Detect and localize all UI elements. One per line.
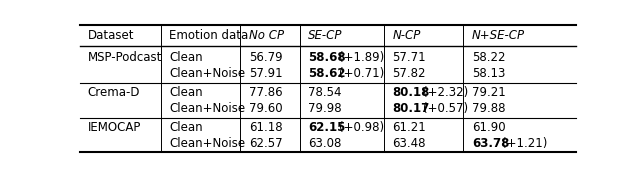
Text: 56.79: 56.79	[249, 51, 282, 64]
Text: 78.54: 78.54	[308, 86, 342, 99]
Text: Clean+Noise: Clean+Noise	[169, 137, 245, 150]
Text: 58.68: 58.68	[308, 51, 346, 64]
Text: (+1.21): (+1.21)	[502, 137, 548, 150]
Text: MSP-Podcast: MSP-Podcast	[88, 51, 162, 64]
Text: 80.17: 80.17	[392, 102, 429, 115]
Text: Emotion data: Emotion data	[169, 29, 248, 42]
Text: 80.18: 80.18	[392, 86, 430, 99]
Text: (+0.57): (+0.57)	[423, 102, 468, 115]
Text: Clean+Noise: Clean+Noise	[169, 67, 245, 80]
Text: N+SE-CP: N+SE-CP	[472, 29, 525, 42]
Text: (+2.32): (+2.32)	[423, 86, 468, 99]
Text: 61.18: 61.18	[249, 121, 282, 134]
Text: 63.48: 63.48	[392, 137, 426, 150]
Text: 58.22: 58.22	[472, 51, 506, 64]
Text: 62.15: 62.15	[308, 121, 346, 134]
Text: 57.82: 57.82	[392, 67, 426, 80]
Text: 57.71: 57.71	[392, 51, 426, 64]
Text: 57.91: 57.91	[249, 67, 282, 80]
Text: 58.62: 58.62	[308, 67, 346, 80]
Text: 61.90: 61.90	[472, 121, 506, 134]
Text: Clean+Noise: Clean+Noise	[169, 102, 245, 115]
Text: Dataset: Dataset	[88, 29, 134, 42]
Text: Crema-D: Crema-D	[88, 86, 140, 99]
Text: 77.86: 77.86	[249, 86, 282, 99]
Text: (+1.89): (+1.89)	[339, 51, 384, 64]
Text: 63.78: 63.78	[472, 137, 509, 150]
Text: (+0.71): (+0.71)	[339, 67, 384, 80]
Text: Clean: Clean	[169, 86, 203, 99]
Text: 79.98: 79.98	[308, 102, 342, 115]
Text: Clean: Clean	[169, 51, 203, 64]
Text: 63.08: 63.08	[308, 137, 342, 150]
Text: 79.21: 79.21	[472, 86, 506, 99]
Text: IEMOCAP: IEMOCAP	[88, 121, 141, 134]
Text: 62.57: 62.57	[249, 137, 282, 150]
Text: Clean: Clean	[169, 121, 203, 134]
Text: 61.21: 61.21	[392, 121, 426, 134]
Text: No CP: No CP	[249, 29, 284, 42]
Text: SE-CP: SE-CP	[308, 29, 342, 42]
Text: 79.88: 79.88	[472, 102, 506, 115]
Text: 79.60: 79.60	[249, 102, 282, 115]
Text: N-CP: N-CP	[392, 29, 421, 42]
Text: (+0.98): (+0.98)	[339, 121, 384, 134]
Text: 58.13: 58.13	[472, 67, 505, 80]
